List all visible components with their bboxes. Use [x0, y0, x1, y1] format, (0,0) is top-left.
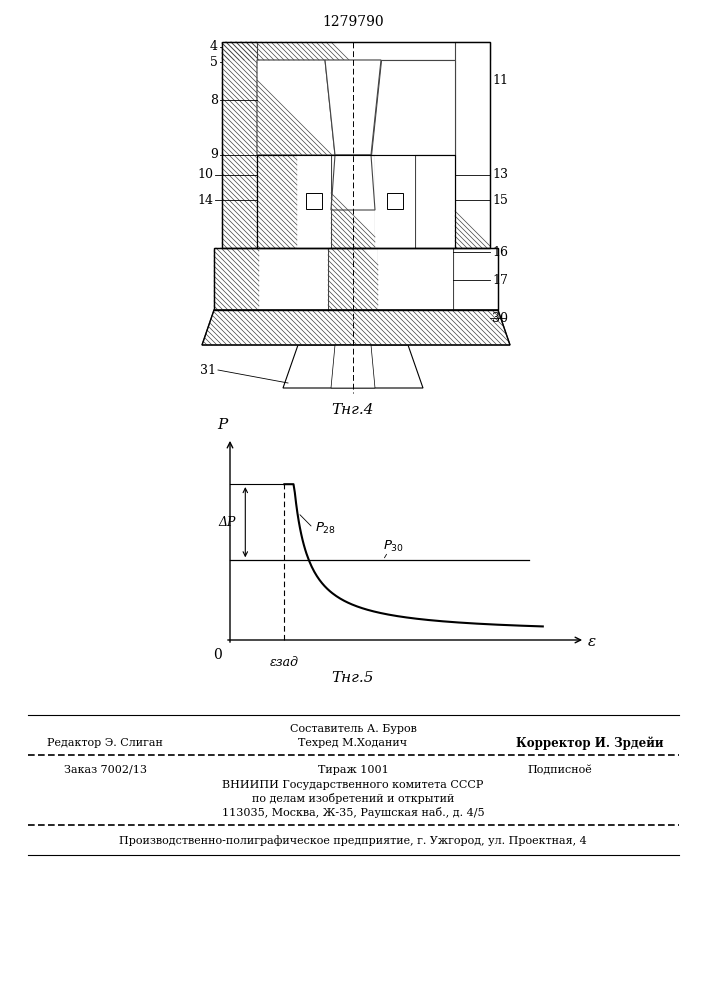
Bar: [259, 248, 328, 310]
Text: 31: 31: [200, 363, 216, 376]
Polygon shape: [331, 345, 375, 388]
Text: Тираж 1001: Тираж 1001: [317, 765, 388, 775]
Text: Заказ 7002/13: Заказ 7002/13: [64, 765, 146, 775]
Text: 17: 17: [492, 273, 508, 286]
Text: ВНИИПИ Государственного комитета СССР: ВНИИПИ Государственного комитета СССР: [222, 780, 484, 790]
Text: 11: 11: [492, 74, 508, 87]
Text: Τнг.4: Τнг.4: [332, 403, 374, 417]
Bar: [222, 42, 490, 60]
Text: 30: 30: [492, 312, 508, 324]
Bar: [375, 155, 415, 248]
Text: 10: 10: [197, 168, 213, 182]
Text: по делам изобретений и открытий: по делам изобретений и открытий: [252, 794, 454, 804]
Polygon shape: [283, 345, 423, 388]
Text: 0: 0: [214, 648, 222, 662]
Polygon shape: [202, 310, 510, 345]
Text: 113035, Москва, Ж-35, Раушская наб., д. 4/5: 113035, Москва, Ж-35, Раушская наб., д. …: [222, 808, 484, 818]
Bar: [378, 248, 453, 310]
Text: $P_{28}$: $P_{28}$: [315, 520, 336, 536]
Text: 9: 9: [210, 148, 218, 161]
Polygon shape: [331, 155, 375, 210]
Text: ε: ε: [588, 635, 596, 649]
Bar: [222, 42, 257, 248]
Bar: [222, 42, 490, 248]
Polygon shape: [371, 60, 455, 155]
Bar: [455, 42, 490, 248]
Text: 13: 13: [492, 168, 508, 182]
Text: Редактор Э. Слиган: Редактор Э. Слиган: [47, 738, 163, 748]
Text: Подписноӗ: Подписноӗ: [527, 765, 592, 775]
Text: 16: 16: [492, 245, 508, 258]
Text: $P_{30}$: $P_{30}$: [383, 539, 404, 554]
Text: ΔP: ΔP: [218, 516, 236, 529]
Text: Техред М.Ходанич: Техред М.Ходанич: [298, 738, 407, 748]
Text: 4: 4: [210, 40, 218, 53]
Text: Корректор И. Зрдейи: Корректор И. Зрдейи: [516, 736, 664, 750]
Bar: [297, 155, 331, 248]
Text: Составитель А. Буров: Составитель А. Буров: [290, 724, 416, 734]
Text: Τнг.5: Τнг.5: [332, 671, 374, 685]
Bar: [453, 248, 498, 310]
Bar: [331, 155, 375, 248]
Text: 14: 14: [197, 194, 213, 207]
Text: 5: 5: [210, 55, 218, 68]
Bar: [214, 248, 498, 310]
Text: 1279790: 1279790: [322, 15, 384, 29]
Polygon shape: [257, 60, 335, 155]
Bar: [328, 248, 378, 310]
Bar: [387, 193, 403, 209]
Polygon shape: [325, 60, 381, 155]
Text: Производственно-полиграфическое предприятие, г. Ужгород, ул. Проектная, 4: Производственно-полиграфическое предприя…: [119, 836, 587, 846]
Bar: [257, 155, 455, 248]
Text: P: P: [217, 418, 227, 432]
Text: 15: 15: [492, 194, 508, 207]
Text: εзад: εзад: [270, 656, 299, 669]
Bar: [257, 155, 297, 248]
Bar: [306, 193, 322, 209]
Bar: [214, 248, 259, 310]
Text: 8: 8: [210, 94, 218, 106]
Bar: [415, 155, 455, 248]
